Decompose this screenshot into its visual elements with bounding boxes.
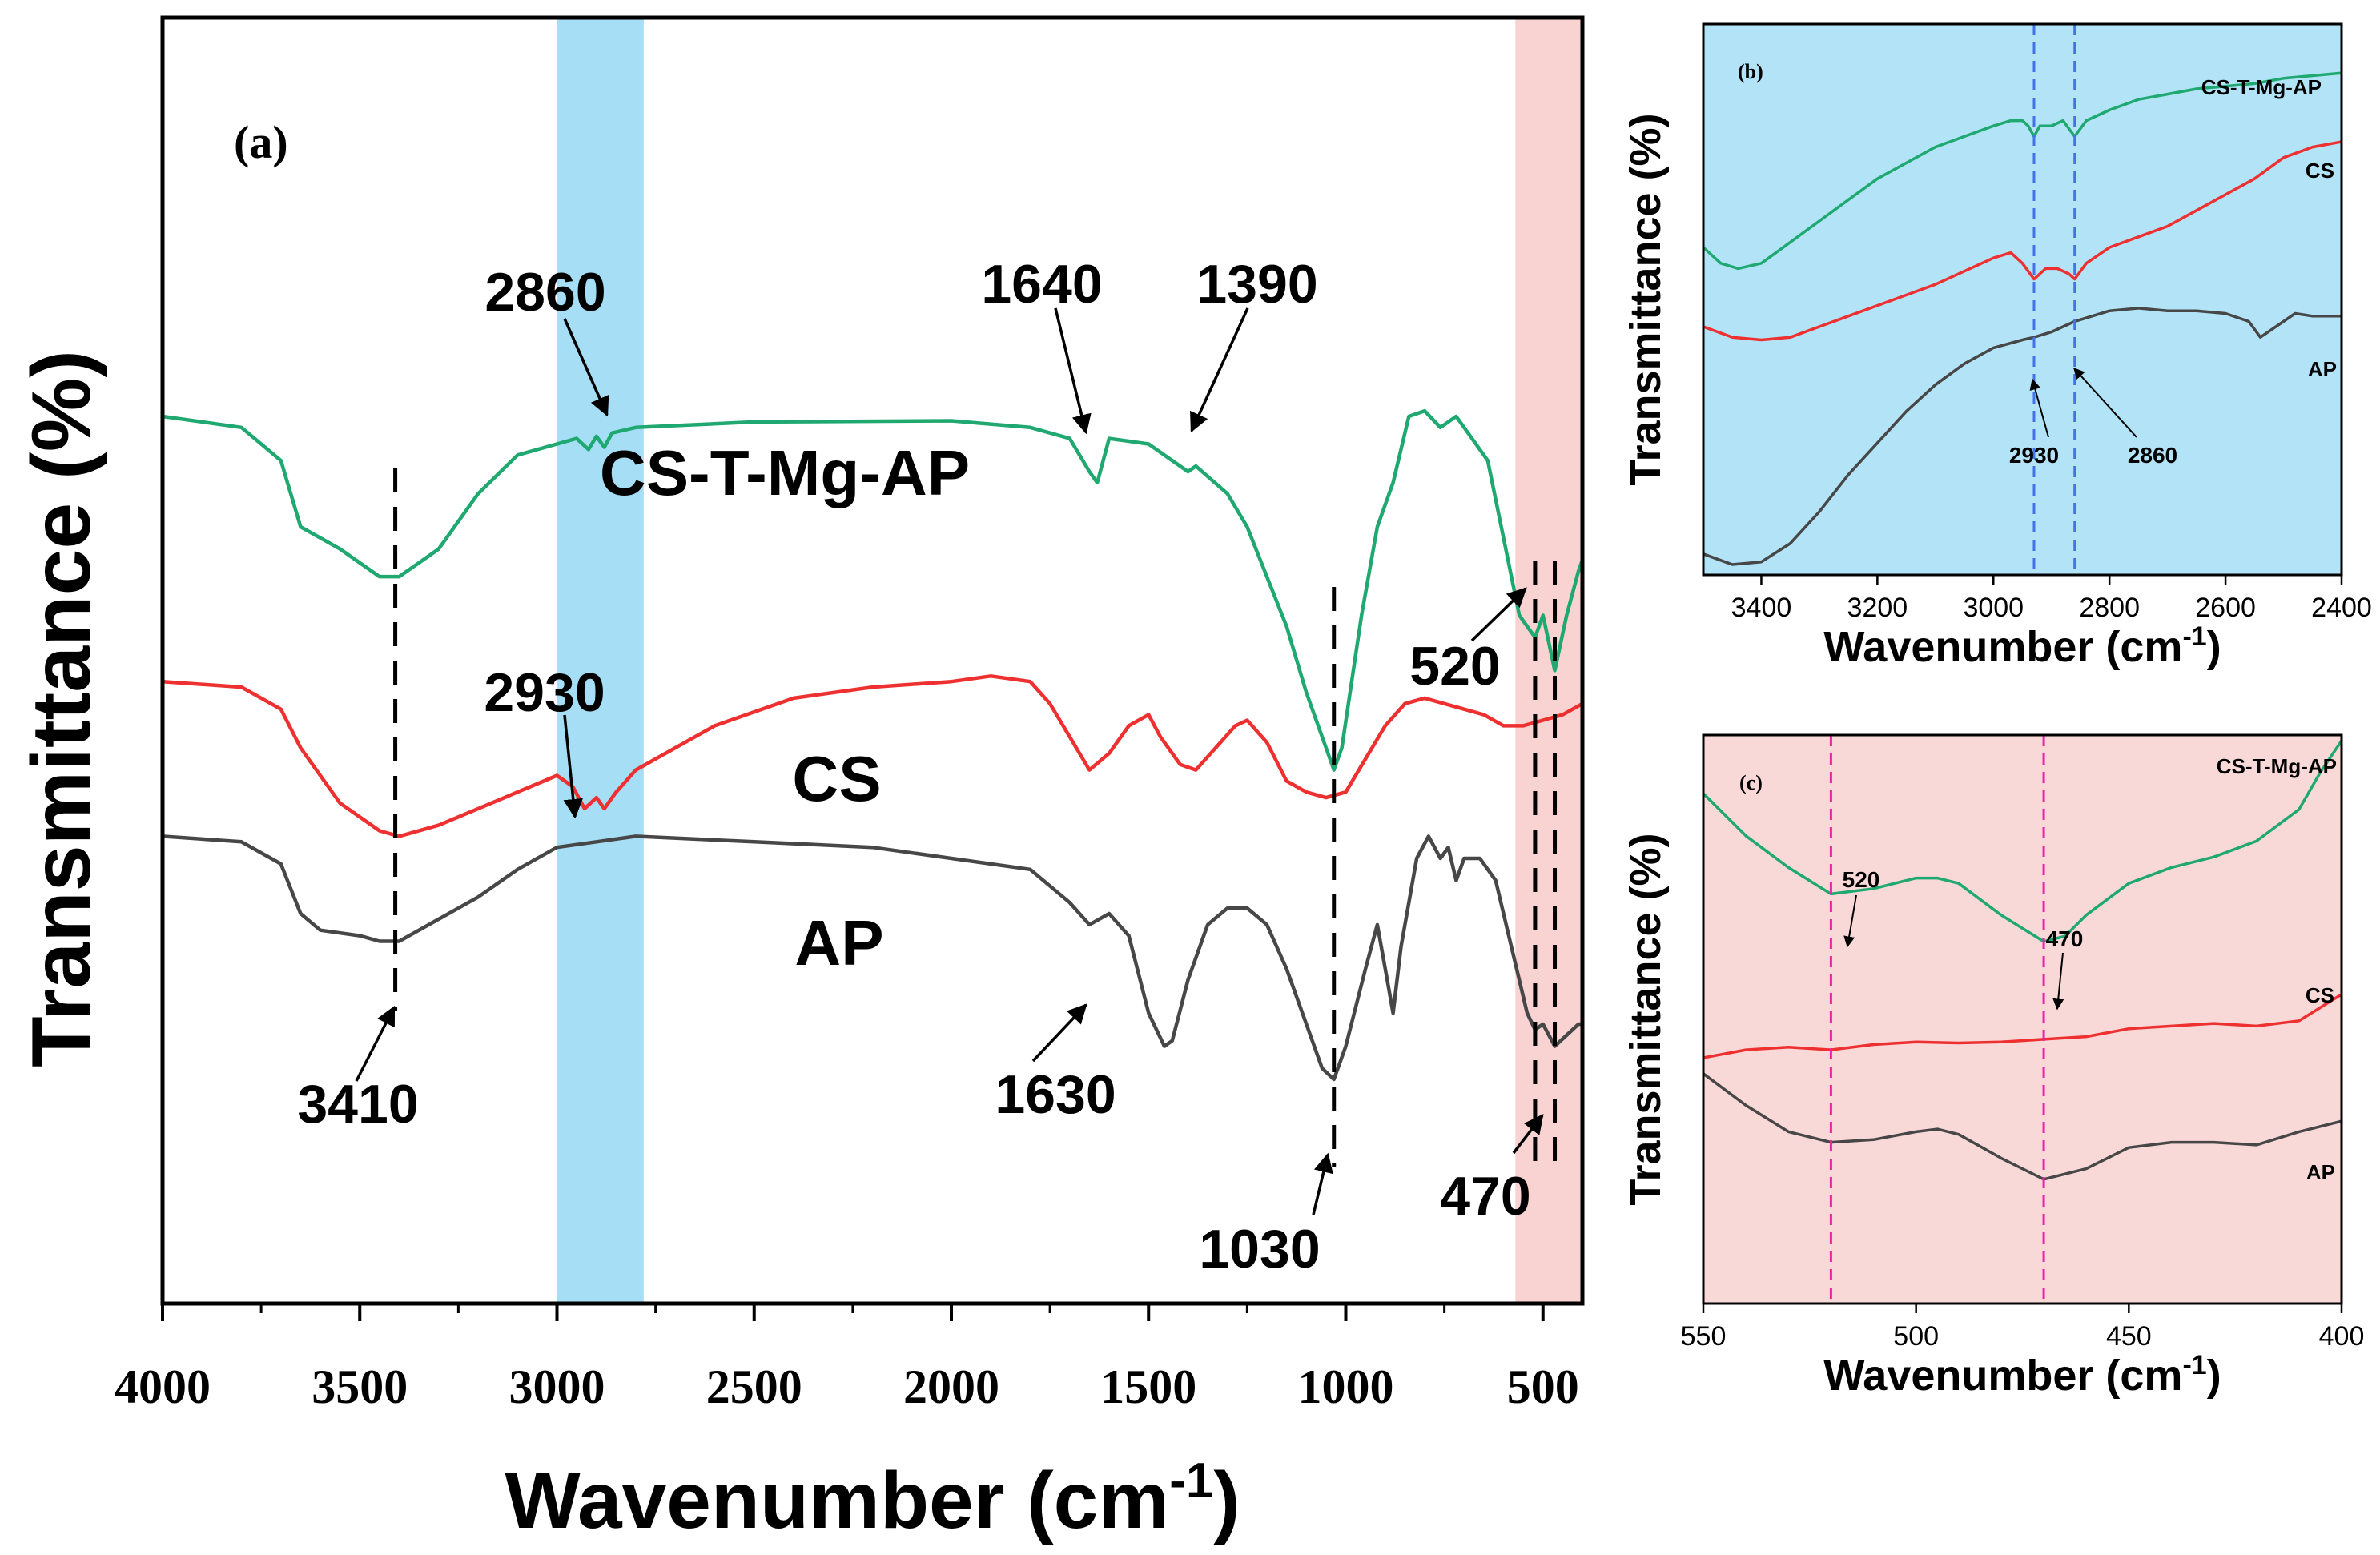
panel-b-background <box>1703 24 2342 575</box>
annotation-arrow <box>2029 378 2049 438</box>
panel-b: 3400 3200 3000 2800 2600 2400 Wavenumber (cm-1… <box>1622 22 2372 671</box>
x-tick-label: 550 <box>1681 1321 1727 1352</box>
annotation-arrow <box>1054 307 1092 435</box>
y-axis-label: Transmittance (%) <box>1622 113 1670 485</box>
panel-c-background <box>1703 735 2342 1304</box>
panel-c: 550 500 450 400 Wavenumber (cm-1) Transmittan… <box>1622 733 2365 1400</box>
x-tick-label: 1500 <box>1100 1360 1196 1413</box>
highlight-band-1 <box>1515 18 1582 1304</box>
series-label: CS-T-Mg-AP <box>2201 75 2322 99</box>
panel-label: (b) <box>1738 60 1763 83</box>
panel-b-frame <box>1702 22 2343 577</box>
x-axis-label: Wavenumber (cm-1) <box>505 1453 1240 1545</box>
series-line-cs-t-mg-ap <box>1702 71 2342 271</box>
x-tick-label: 2000 <box>903 1360 999 1413</box>
x-axis-label-close: ) <box>1213 1456 1240 1545</box>
series-label: AP <box>2308 357 2337 381</box>
annotation-arrow <box>1843 894 1857 948</box>
x-axis-label-sup: -1 <box>1169 1453 1213 1509</box>
annotation-arrow <box>563 318 609 417</box>
x-axis-label-main: Wavenumber (cm <box>505 1456 1169 1545</box>
x-axis-label-close: ) <box>2207 1352 2221 1400</box>
annotation-arrow <box>2052 952 2064 1011</box>
series-label: CS <box>792 743 881 814</box>
annotation-label: 470 <box>1440 1166 1530 1227</box>
series-line-cs-t-mg-ap <box>162 408 1585 772</box>
series-label: CS <box>2306 983 2334 1007</box>
x-axis-label-close: ) <box>2207 623 2221 671</box>
series-label: CS <box>2306 159 2334 183</box>
x-tick-label: 500 <box>1893 1321 1939 1352</box>
annotation-label: 2860 <box>484 262 605 323</box>
series-line-cs <box>1703 993 2342 1059</box>
series-line-cs <box>1703 140 2342 342</box>
series-line-ap <box>1702 1072 2342 1181</box>
panel-a-frame <box>160 15 1585 1306</box>
annotation-arrow <box>563 714 583 819</box>
x-tick-label: 4000 <box>115 1360 211 1413</box>
x-tick-label: 2500 <box>706 1360 802 1413</box>
x-tick-label: 2400 <box>2311 593 2372 623</box>
x-tick-label: 3000 <box>1963 593 2024 623</box>
panel-a-background <box>163 18 1582 1304</box>
y-axis-label: Transmittance (%) <box>15 350 108 1067</box>
x-tick-label: 3500 <box>312 1360 408 1413</box>
annotation-label: 2930 <box>484 662 605 723</box>
annotation-label: 2860 <box>2128 443 2177 468</box>
x-tick-label: 1000 <box>1298 1360 1394 1413</box>
series-line-cs <box>162 674 1584 838</box>
annotation-label: 520 <box>1409 636 1500 697</box>
panel-label: (c) <box>1739 771 1763 794</box>
annotation-arrow <box>1031 1003 1087 1063</box>
x-axis-label-sup: -1 <box>2182 621 2206 652</box>
series-line-ap <box>1703 307 2342 566</box>
x-axis-label: Wavenumber (cm-1) <box>1823 621 2221 671</box>
annotation-arrow <box>1470 587 1527 642</box>
panel-c-frame <box>1702 733 2343 1305</box>
annotation-label: 2930 <box>2009 443 2059 468</box>
annotation-arrow <box>1312 1152 1333 1215</box>
series-line-ap <box>162 834 1582 1082</box>
x-axis-label-main: Wavenumber (cm <box>1823 623 2182 671</box>
x-axis-label-sup: -1 <box>2182 1350 2206 1380</box>
panel-label: (a) <box>234 116 288 168</box>
x-tick-label: 2800 <box>2079 593 2140 623</box>
annotation-arrow <box>2073 367 2137 438</box>
series-label: CS-T-Mg-AP <box>2217 754 2337 778</box>
x-tick-label: 450 <box>2106 1321 2152 1352</box>
series-label: AP <box>2306 1160 2335 1184</box>
x-tick-label: 3000 <box>509 1360 605 1413</box>
annotation-arrow <box>355 1005 396 1082</box>
x-axis-label-main: Wavenumber (cm <box>1823 1352 2182 1400</box>
x-axis-label: Wavenumber (cm-1) <box>1823 1350 2221 1400</box>
y-axis-label: Transmittance (%) <box>1622 833 1670 1205</box>
annotation-label: 1640 <box>981 254 1102 315</box>
x-tick-label: 500 <box>1507 1360 1579 1413</box>
x-tick-label: 400 <box>2319 1321 2365 1352</box>
annotation-label: 1030 <box>1199 1219 1320 1280</box>
annotation-label: 1630 <box>995 1064 1116 1125</box>
annotation-label: 470 <box>2046 926 2084 951</box>
annotation-arrow <box>1512 1114 1544 1155</box>
annotation-label: 3410 <box>297 1074 418 1135</box>
x-tick-label: 3400 <box>1731 593 1792 623</box>
annotation-label: 1390 <box>1196 254 1317 315</box>
x-tick-label: 2600 <box>2195 593 2256 623</box>
highlight-band-0 <box>557 18 644 1304</box>
annotation-arrow <box>1190 307 1249 433</box>
series-label: AP <box>794 907 883 978</box>
series-label: CS-T-Mg-AP <box>600 437 970 508</box>
panel-a: 4000 3500 3000 2500 2000 1500 1000 500 Wavenumbe… <box>15 15 1585 1545</box>
x-tick-label: 3200 <box>1847 593 1908 623</box>
annotation-label: 520 <box>1843 867 1880 892</box>
